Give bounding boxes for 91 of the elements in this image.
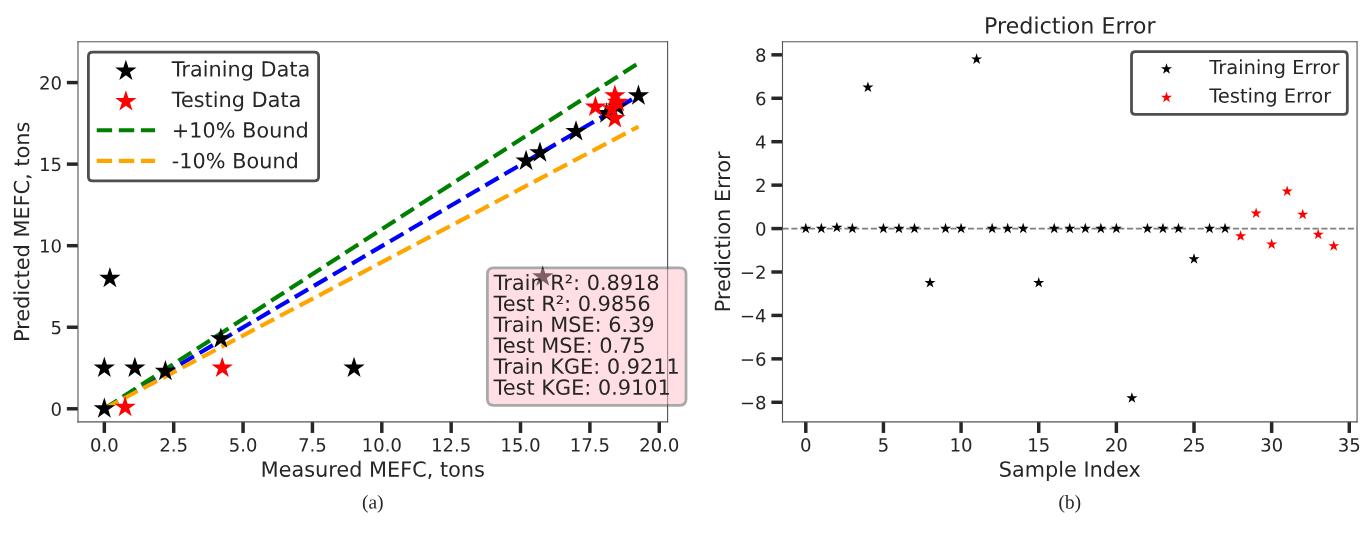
- y-tick-label: 5: [51, 320, 61, 335]
- point: [924, 277, 936, 288]
- y-tick-label: 2: [756, 178, 765, 192]
- point: [1172, 222, 1184, 234]
- point: [627, 84, 650, 105]
- point: [955, 222, 967, 234]
- annotation: Test MSE: 0.75: [493, 337, 644, 354]
- point: [154, 360, 177, 381]
- y-tick-label: 10: [41, 239, 61, 253]
- x-tick-label: 15.0: [502, 438, 540, 452]
- point: [1312, 228, 1324, 240]
- x-tick-label: 7.5: [299, 438, 326, 452]
- point: [1033, 277, 1045, 288]
- x-tick-label: 17.5: [571, 438, 609, 452]
- y-tick-label: 20: [40, 76, 61, 90]
- point: [893, 222, 905, 234]
- point: [93, 356, 115, 378]
- x-tick-label: 20.0: [640, 438, 679, 452]
- x-tick-label: 5.0: [230, 438, 257, 452]
- point: [210, 327, 232, 348]
- point: [99, 267, 121, 288]
- legend-label: -10% Bound: [172, 152, 297, 169]
- x-axis-title: Sample Index: [1000, 460, 1141, 481]
- annotation: Test KGE: 0.9101: [493, 379, 669, 395]
- point: [908, 222, 921, 234]
- annotation: Train R²: 0.8918: [493, 274, 659, 291]
- point: [1157, 222, 1169, 234]
- x-tick-label: 12.5: [433, 438, 470, 452]
- y-tick-label: 8: [756, 48, 766, 62]
- y-tick-label: 15: [41, 157, 61, 172]
- point: [1110, 222, 1122, 234]
- point: [815, 222, 827, 234]
- point: [584, 95, 607, 117]
- y-tick-label: 6: [756, 91, 766, 106]
- point: [93, 397, 115, 418]
- text: (a): [362, 495, 383, 513]
- point: [940, 222, 952, 234]
- point: [1079, 222, 1091, 234]
- x-tick-label: 10: [951, 438, 972, 452]
- y-tick-label: −6: [741, 352, 766, 366]
- y-tick-label: −8: [741, 395, 766, 410]
- legend-label: Testing Data: [171, 91, 300, 112]
- point: [515, 149, 537, 170]
- point: [1219, 222, 1231, 234]
- legend-label: Testing Error: [1209, 87, 1332, 107]
- x-tick-label: 35: [1339, 438, 1360, 452]
- point: [211, 356, 233, 378]
- point: [986, 222, 998, 234]
- text: (b): [1059, 495, 1081, 513]
- point: [1204, 222, 1216, 234]
- point: [343, 356, 365, 378]
- y-tick-label: −2: [741, 265, 765, 279]
- point: [1188, 253, 1200, 264]
- point: [1141, 222, 1153, 234]
- point: [114, 395, 136, 417]
- point: [1002, 222, 1014, 234]
- x-tick-label: 5: [879, 438, 888, 452]
- point: [565, 120, 587, 141]
- annotation: Test R²: 0.9856: [493, 295, 650, 312]
- point: [846, 222, 858, 234]
- point: [1126, 392, 1138, 403]
- x-tick-label: 20: [1106, 438, 1127, 452]
- annotation: Train KGE: 0.9211: [493, 357, 678, 375]
- x-tick-label: 2.5: [160, 438, 187, 452]
- point: [877, 222, 889, 234]
- point: [124, 356, 146, 378]
- y-tick-label: 0: [756, 222, 766, 236]
- y-tick-label: 4: [755, 135, 766, 149]
- x-tick-label: 30: [1261, 438, 1282, 452]
- point: [1297, 208, 1309, 220]
- legend-label: Training Error: [1209, 59, 1340, 79]
- legend-label: Training Data: [171, 60, 309, 81]
- y-tick-label: −4: [741, 309, 766, 323]
- point: [1281, 185, 1293, 196]
- x-axis-title: Measured MEFC, tons: [262, 460, 484, 480]
- x-tick-label: 25: [1183, 438, 1204, 452]
- point: [529, 141, 551, 162]
- x-tick-label: 15: [1029, 438, 1049, 452]
- x-tick-label: 10.0: [363, 438, 401, 452]
- y-axis-title: Prediction Error: [714, 151, 731, 311]
- point: [971, 53, 983, 64]
- point: [1328, 240, 1340, 251]
- legend-label: +10% Bound: [173, 121, 307, 138]
- annotation: Train MSE: 6.39: [493, 316, 654, 333]
- y-tick-label: 0: [51, 402, 61, 416]
- point: [1235, 230, 1247, 241]
- y-axis-title: Predicted MEFC, tons: [13, 122, 32, 340]
- x-tick-label: 0: [801, 438, 811, 452]
- point: [1266, 238, 1278, 249]
- chart-title: Prediction Error: [986, 16, 1156, 34]
- x-tick-label: 0.0: [91, 438, 118, 452]
